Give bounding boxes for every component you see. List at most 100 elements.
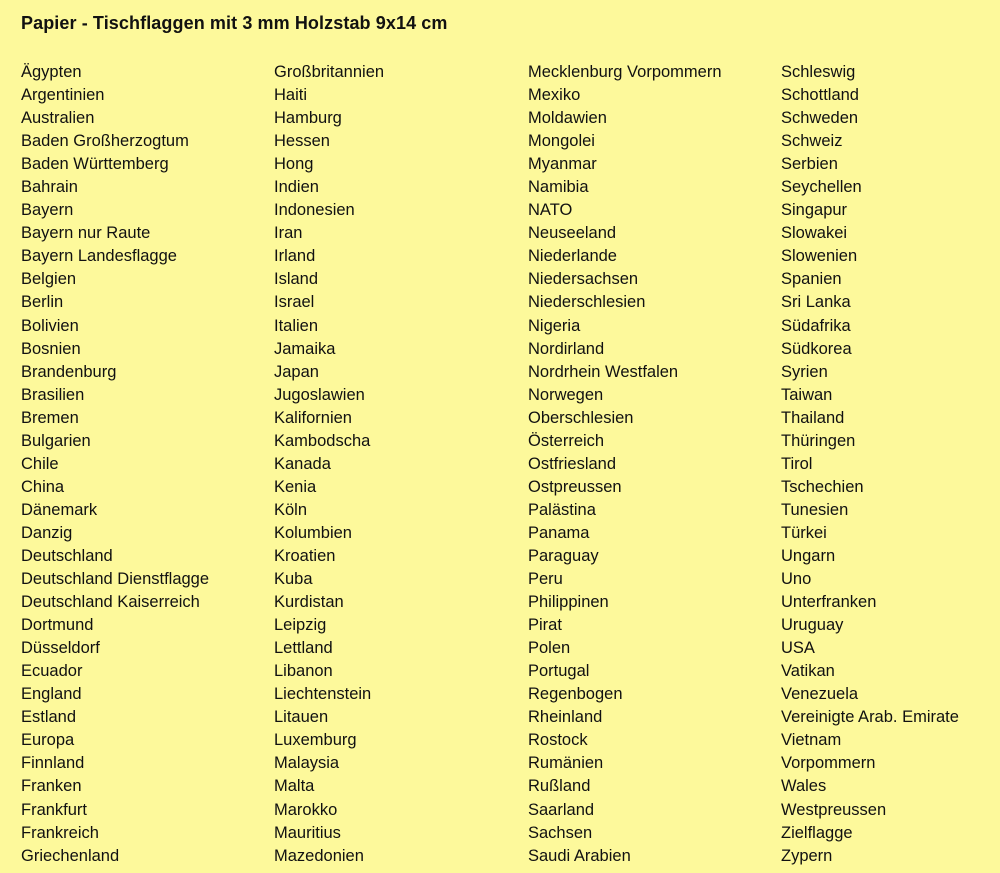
- list-item: Vorpommern: [781, 754, 876, 773]
- list-item: Südafrika: [781, 316, 851, 335]
- list-item: Oberschlesien: [528, 408, 634, 427]
- list-item: Jamaika: [274, 339, 336, 358]
- list-item: Bosnien: [21, 339, 81, 358]
- list-item: Kambodscha: [274, 431, 371, 450]
- list-item: Australien: [21, 109, 95, 128]
- list-item: Baden Großherzogtum: [21, 132, 189, 151]
- list-item: Schottland: [781, 86, 859, 105]
- list-item: Malaysia: [274, 754, 340, 773]
- list-item: Kuba: [274, 570, 313, 589]
- list-item: Uruguay: [781, 616, 844, 635]
- list-item: Estland: [21, 708, 77, 727]
- list-item: Westpreussen: [781, 800, 887, 819]
- list-item: Haiti: [274, 86, 308, 105]
- list-item: Kenia: [274, 477, 317, 496]
- list-item: Wales: [781, 777, 827, 796]
- list-item: Zypern: [781, 846, 833, 865]
- list-item: Frankfurt: [21, 800, 88, 819]
- list-item: Saudi Arabien: [528, 846, 631, 865]
- list-item: Leipzig: [274, 616, 327, 635]
- list-item: Mauritius: [274, 823, 341, 842]
- list-item: Myanmar: [528, 155, 597, 174]
- list-item: Rumänien: [528, 754, 604, 773]
- list-item: Europa: [21, 731, 75, 750]
- list-item: Libanon: [274, 662, 333, 681]
- list-item: Irland: [274, 247, 316, 266]
- list-item: Indonesien: [274, 201, 355, 220]
- list-item: Nordrhein Westfalen: [528, 362, 679, 381]
- list-item: Zielflagge: [781, 823, 853, 842]
- list-item: Serbien: [781, 155, 838, 174]
- list-item: Tunesien: [781, 500, 849, 519]
- list-item: Hamburg: [274, 109, 342, 128]
- list-item: Mazedonien: [274, 846, 364, 865]
- list-item: Liechtenstein: [274, 685, 372, 704]
- list-item: Mecklenburg Vorpommern: [528, 63, 722, 81]
- list-item: NATO: [528, 201, 573, 220]
- list-item: Peru: [528, 570, 563, 589]
- list-item: Sachsen: [528, 823, 593, 842]
- list-item: Bayern: [21, 201, 74, 220]
- list-item: Nordirland: [528, 339, 605, 358]
- list-item: Kurdistan: [274, 593, 344, 612]
- list-item: Mongolei: [528, 132, 595, 151]
- list-item: Kanada: [274, 454, 331, 473]
- flag-list-column-1: Ägypten Argentinien Australien Baden Großhe…: [21, 61, 209, 868]
- list-item: Bulgarien: [21, 431, 91, 450]
- list-item: Italien: [274, 316, 319, 335]
- list-item: Dortmund: [21, 616, 94, 635]
- list-item: Israel: [274, 293, 315, 312]
- list-item: Syrien: [781, 362, 828, 381]
- list-item: Finnland: [21, 754, 85, 773]
- list-item: Mexiko: [528, 86, 581, 105]
- list-item: Köln: [274, 500, 308, 519]
- page-title: Papier - Tischflaggen mit 3 mm Holzstab …: [21, 13, 448, 33]
- list-item: Rostock: [528, 731, 588, 750]
- list-item: Tirol: [781, 454, 813, 473]
- list-item: Singapur: [781, 201, 848, 220]
- list-item: Philippinen: [528, 593, 609, 612]
- list-item: Großbritannien: [274, 63, 385, 81]
- list-item: Belgien: [21, 270, 77, 289]
- list-item: Japan: [274, 362, 319, 381]
- list-item: Baden Württemberg: [21, 155, 169, 174]
- list-item: Nigeria: [528, 316, 581, 335]
- list-item: Rußland: [528, 777, 591, 796]
- list-item: Vereinigte Arab. Emirate: [781, 708, 959, 727]
- list-item: Bayern Landesflagge: [21, 247, 177, 266]
- list-item: Hong: [274, 155, 314, 174]
- list-item: Namibia: [528, 178, 589, 197]
- list-item: Türkei: [781, 523, 827, 542]
- list-item: USA: [781, 639, 815, 658]
- list-item: Seychellen: [781, 178, 862, 197]
- list-item: Berlin: [21, 293, 64, 312]
- list-item: Sri Lanka: [781, 293, 851, 312]
- list-item: Slowakei: [781, 224, 848, 243]
- list-item: Moldawien: [528, 109, 607, 128]
- list-item: Ostfriesland: [528, 454, 617, 473]
- list-item: Schweiz: [781, 132, 843, 151]
- list-item: Argentinien: [21, 86, 105, 105]
- list-item: Griechenland: [21, 846, 120, 865]
- list-item: Schweden: [781, 109, 859, 128]
- list-item: Ägypten: [21, 63, 82, 81]
- list-item: Panama: [528, 523, 590, 542]
- list-item: Taiwan: [781, 385, 833, 404]
- list-item: Deutschland: [21, 546, 113, 565]
- list-item: Düsseldorf: [21, 639, 100, 658]
- list-item: Rheinland: [528, 708, 603, 727]
- list-item: Slowenien: [781, 247, 858, 266]
- list-item: Bremen: [21, 408, 79, 427]
- list-item: Portugal: [528, 662, 590, 681]
- list-item: Unterfranken: [781, 593, 877, 612]
- list-item: Ungarn: [781, 546, 836, 565]
- list-item: Südkorea: [781, 339, 852, 358]
- list-item: Schleswig: [781, 63, 856, 81]
- list-item: Palästina: [528, 500, 596, 519]
- list-item: Litauen: [274, 708, 329, 727]
- list-item: Kroatien: [274, 546, 336, 565]
- list-item: Kalifornien: [274, 408, 352, 427]
- list-item: Bayern nur Raute: [21, 224, 151, 243]
- list-item: Norwegen: [528, 385, 604, 404]
- list-item: Venezuela: [781, 685, 859, 704]
